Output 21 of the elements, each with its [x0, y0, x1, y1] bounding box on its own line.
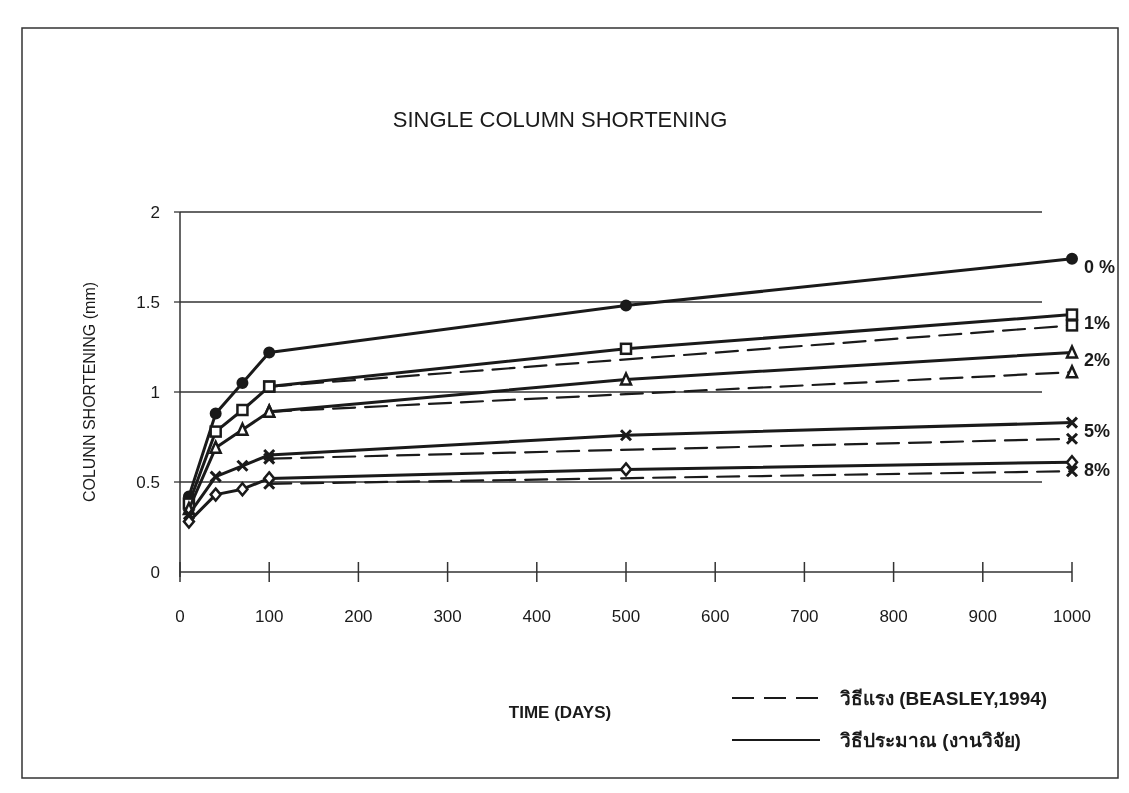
x-tick-label: 1000: [1053, 607, 1091, 626]
y-tick-label: 1.5: [136, 293, 160, 312]
x-tick-label: 900: [968, 607, 997, 626]
x-axis-title: TIME (DAYS): [508, 703, 612, 722]
y-axis-title: COLUNN SHORTENING (mm): [81, 281, 98, 503]
x-tick-label: 500: [611, 607, 641, 626]
x-tick-label: 300: [433, 607, 462, 626]
y-tick-label: 1: [150, 383, 160, 402]
x-tick-label: 0: [175, 607, 185, 626]
x-tick-label: 600: [701, 607, 730, 626]
x-tick-label: 400: [522, 607, 551, 626]
y-tick-label: 0: [150, 563, 160, 582]
x-tick-label: 700: [790, 607, 819, 626]
x-tick-label: 100: [255, 607, 284, 626]
text: วิธีประมาณ (งานวิจัย): [840, 730, 1021, 751]
chart-title: SINGLE COLUMN SHORTENING: [392, 107, 728, 132]
x-tick-label: 200: [344, 607, 373, 626]
y-tick-label: 2: [150, 203, 160, 222]
text: วิธีแรง (BEASLEY,1994): [840, 688, 1048, 709]
x-tick-label: 800: [879, 607, 908, 626]
y-tick-label: 0.5: [136, 473, 160, 492]
